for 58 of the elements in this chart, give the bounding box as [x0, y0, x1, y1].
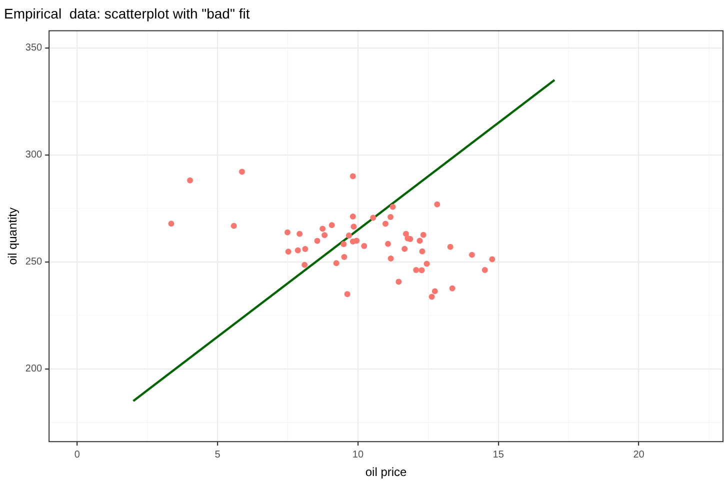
point: [168, 220, 174, 227]
point: [328, 222, 335, 228]
y-tick-label: 250: [25, 256, 43, 268]
point: [350, 173, 356, 180]
x-tick-label: 10: [352, 449, 364, 460]
point: [322, 232, 328, 238]
point: [302, 262, 308, 268]
point: [420, 232, 426, 238]
point: [424, 260, 430, 267]
point: [402, 246, 408, 252]
y-tick-label: 300: [25, 150, 43, 161]
chart-title: Empirical data: scatterplot with "bad" fit: [4, 5, 250, 22]
x-tick-label: 5: [214, 449, 221, 460]
point: [340, 241, 347, 248]
y-axis-title: oil quantity: [6, 208, 20, 265]
point: [449, 285, 456, 292]
point: [361, 243, 368, 250]
point: [354, 238, 360, 244]
point: [390, 204, 396, 210]
point: [302, 246, 308, 252]
point: [468, 252, 475, 258]
point: [388, 255, 394, 262]
point: [428, 294, 435, 300]
point: [341, 254, 348, 260]
point: [296, 230, 303, 237]
point: [370, 214, 376, 221]
point: [314, 238, 320, 244]
point: [418, 267, 425, 274]
point: [344, 291, 350, 298]
point: [447, 244, 454, 250]
point: [385, 240, 392, 247]
point: [333, 260, 340, 266]
point: [284, 229, 290, 236]
x-axis-title: oil price: [365, 465, 408, 480]
point: [434, 201, 440, 208]
y-tick-label: 350: [25, 42, 43, 54]
x-tick-label: 0: [74, 449, 80, 460]
point: [416, 238, 423, 244]
point: [350, 224, 357, 230]
point: [396, 278, 402, 285]
point: [294, 247, 301, 254]
y-tick-label: 200: [25, 364, 43, 375]
point: [238, 168, 245, 175]
x-tick-label: 15: [492, 449, 504, 460]
point: [382, 220, 388, 227]
point: [346, 232, 352, 239]
point: [320, 226, 326, 232]
point: [489, 256, 496, 262]
point: [388, 214, 394, 220]
point: [419, 248, 426, 254]
point: [482, 267, 488, 274]
point: [350, 214, 356, 220]
x-tick-label: 20: [633, 449, 645, 460]
point: [413, 267, 420, 274]
point: [187, 177, 194, 184]
point: [230, 222, 237, 229]
point: [432, 288, 438, 294]
point: [285, 248, 292, 255]
